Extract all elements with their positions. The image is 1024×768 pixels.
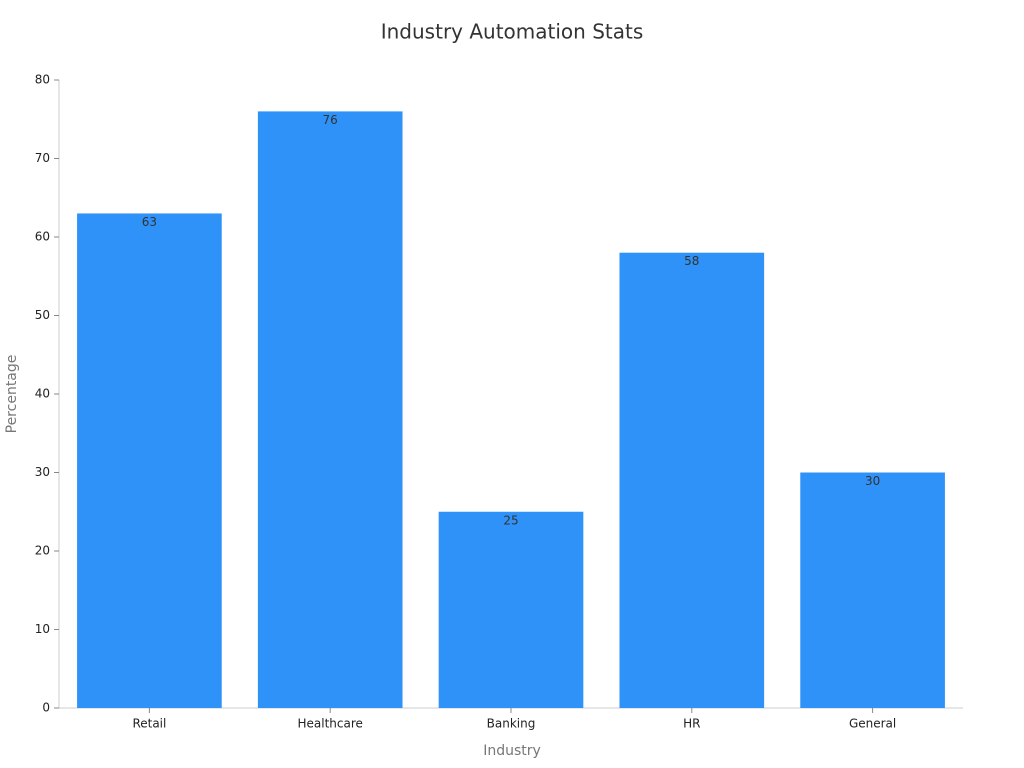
x-axis-title: Industry [483,743,541,759]
bar [438,511,584,708]
value-label: 30 [865,474,880,488]
x-tick-label: Banking [487,717,536,731]
y-tick-label: 70 [35,151,50,165]
value-label: 76 [323,113,338,127]
y-tick-label: 80 [35,73,50,87]
x-tick-label: General [849,717,896,731]
y-tick-label: 0 [42,701,50,715]
value-label: 63 [142,215,157,229]
y-tick-label: 50 [35,308,50,322]
y-axis-title: Percentage [4,355,20,434]
y-tick-label: 30 [35,465,50,479]
value-label: 58 [684,254,699,268]
x-tick-label: Healthcare [297,717,362,731]
y-tick-label: 20 [35,544,50,558]
x-tick-label: Retail [132,717,166,731]
y-tick-label: 10 [35,622,50,636]
y-tick-label: 60 [35,230,50,244]
y-tick-label: 40 [35,387,50,401]
bar [77,213,222,708]
value-label: 25 [503,513,518,527]
bar [257,111,403,708]
bar [800,472,945,708]
x-tick-label: HR [683,717,700,731]
chart-title: Industry Automation Stats [381,20,644,44]
bar [619,252,765,708]
